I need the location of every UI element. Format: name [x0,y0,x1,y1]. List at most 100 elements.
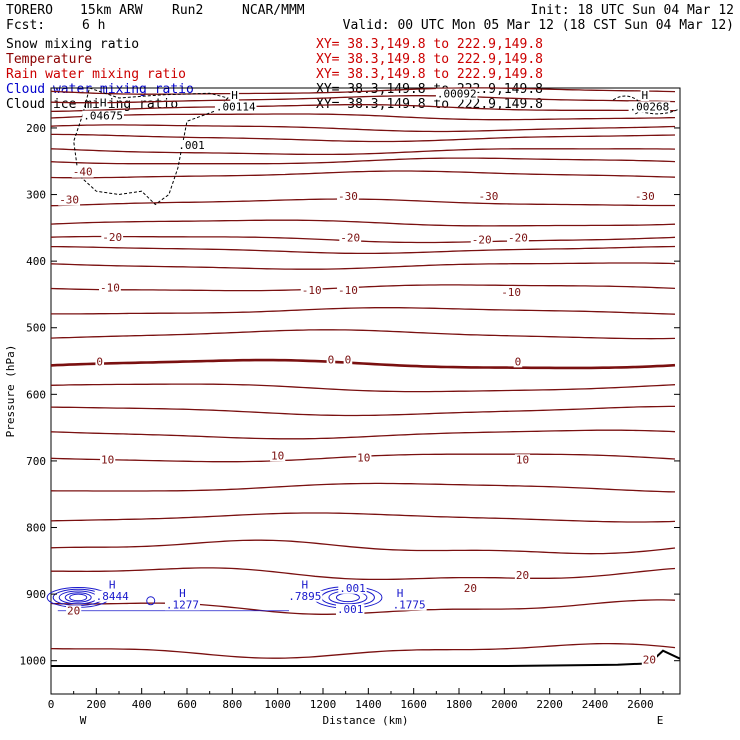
org-title: NCAR/MMM [242,3,305,18]
cloud-water-label-bg [287,590,323,602]
temperature-contour [50,329,676,340]
snow-label-bg [230,89,239,101]
run-title: Run2 [172,3,203,18]
west-label: W [80,714,87,727]
y-tick-label: 900 [26,588,46,601]
temperature-label: 10 [357,451,370,464]
temperature-label: 10 [516,453,529,466]
temperature-label-bg [100,454,116,466]
temperature-label: -10 [501,286,521,299]
snow-label: H [642,89,649,102]
snow-label-bg [435,88,478,100]
temperature-label: 20 [516,569,529,582]
temperature-label-bg [300,285,323,297]
x-tick-label: 800 [222,698,242,711]
cloud-water-label-bg [164,599,200,611]
temperature-label: -20 [472,233,492,246]
temperature-label-bg [337,191,359,203]
temperature-contours [50,87,676,659]
terrain-line [51,649,681,668]
temperature-label-bg [500,287,523,299]
cloud-water-label-bg [300,579,310,591]
y-tick-label: 800 [26,522,46,535]
fcst-label: Fcst: [6,18,45,33]
temperature-contour [50,157,676,165]
temperature-contour [50,95,676,104]
x-tick-label: 2600 [627,698,654,711]
temperature-label-bg [337,285,359,297]
cloud-water-label: .1277 [166,598,199,611]
temperature-label: -20 [340,231,360,244]
snow-contour [73,87,229,206]
header: TORERO 15km ARW Run2 NCAR/MMM Init: 18 U… [6,3,734,33]
temperature-contour [50,124,676,133]
snow-label-bg [82,110,124,122]
temperature-contour [51,307,676,315]
temperature-label-bg [71,166,94,178]
field-xy: XY= 38.3,149.8 to 222.9,149.8 [316,52,543,67]
temperature-label-bg [270,450,286,462]
x-tick-label: 2000 [491,698,518,711]
temperature-label-bg [58,194,81,206]
temperature-label-bg [356,452,372,464]
field-name: Rain water mixing ratio [6,67,186,82]
field-xy: XY= 38.3,149.8 to 222.9,149.8 [316,82,543,97]
temperature-label: 0 [515,355,522,368]
valid-time: Valid: 00 UTC Mon 05 Mar 12 (18 CST Sun … [343,18,734,33]
temperature-label: -30 [338,190,358,203]
temperature-contour [50,219,676,227]
temperature-contour [51,245,676,255]
snow-label: .00114 [216,100,256,113]
cloud-water-label-bg [178,588,187,600]
temperature-label-bg [95,356,105,368]
snow-label-bg [640,89,650,101]
field-name: Cloud water mixing ratio [6,82,194,97]
temperature-label: 10 [101,453,114,466]
temperature-label-bg [513,356,523,368]
x-tick-label: 600 [177,698,197,711]
temperature-label-bg [507,232,529,244]
temperature-label: 20 [643,654,656,667]
temperature-contour [50,170,676,179]
cloud-water-label: H [109,578,116,591]
snow-contour [640,108,679,115]
east-label: E [657,714,664,727]
temperature-contour [50,539,676,555]
temperature-label-bg [101,231,124,243]
temperature-label-bg [470,234,493,246]
temperature-label: 0 [345,353,352,366]
temperature-label: 0 [328,353,335,366]
temperature-label: 20 [67,604,80,617]
field-name: Temperature [6,52,92,67]
snow-label: .00268 [630,100,670,113]
temperature-label-bg [462,582,478,594]
y-tick-label: 600 [26,388,46,401]
temperature-label: -30 [59,194,79,207]
init-time: Init: 18 UTC Sun 04 Mar 12 [531,3,735,18]
plot-frame [50,87,681,695]
cloud-water-contour [64,592,92,603]
snow-label: H [100,96,107,109]
contour-labels: -40 -30 -30 -30 -30 -20 -20 -20 -20 -10 -10 -10 -10 0… [58,88,671,667]
temperature-label: -30 [479,190,499,203]
cloud-water-label-bg [395,588,405,600]
snow-label: .001 [178,139,205,152]
cloud-water-label-bg [336,604,365,616]
cloud-water-label: H [179,587,186,600]
temperature-contour [50,512,676,523]
temperature-contour [50,358,676,370]
temperature-label-bg [514,454,531,466]
temperature-contour [50,429,676,440]
cloud-water-contour [146,596,156,606]
temperature-label-bg [477,191,500,203]
temperature-label: 10 [271,449,284,462]
temperature-contour [51,133,676,143]
temperature-label: -20 [508,231,528,244]
temperature-label-bg [633,191,656,203]
snow-label-bg [177,139,206,151]
cloud-water-label-bg [107,579,117,591]
field-name: Snow mixing ratio [6,37,139,52]
snow-label-bg [214,101,257,113]
temperature-contour [50,148,676,156]
